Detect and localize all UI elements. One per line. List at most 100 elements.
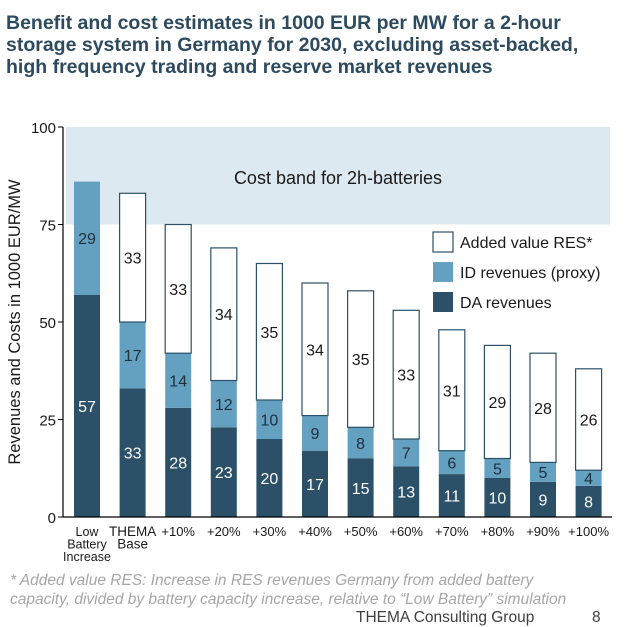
- data-label: 26: [580, 413, 598, 430]
- data-label: 10: [261, 413, 279, 430]
- data-label: 20: [261, 471, 279, 488]
- bar-group: 17 9 34: [301, 282, 329, 517]
- x-tick-label: +80%: [481, 524, 515, 539]
- data-label: 31: [443, 383, 461, 400]
- bar-segment-added-value-res: [210, 247, 238, 382]
- page-number: 8: [592, 609, 601, 626]
- legend-item: DA revenues: [433, 292, 552, 312]
- bar-segment-id-revenues-proxy: [575, 470, 602, 486]
- legend-swatch: [432, 231, 454, 253]
- title-line-1: Benefit and cost estimates in 1000 EUR p…: [6, 12, 561, 34]
- data-label: 5: [539, 465, 548, 482]
- y-tick-label: 75: [39, 218, 56, 235]
- bar-segment-added-value-res: [164, 223, 192, 354]
- bar-group: 8 4 26: [574, 368, 603, 517]
- title-line-3: high frequency trading and reserve marke…: [6, 56, 493, 78]
- bar-segment-added-value-res: [574, 368, 603, 471]
- footer-organization: THEMA Consulting Group: [356, 609, 535, 626]
- bar-segment-da-revenues: [210, 427, 237, 517]
- y-tick-label: 25: [39, 413, 56, 430]
- data-label: 34: [306, 342, 324, 359]
- bar-segment-added-value-res: [347, 290, 375, 428]
- data-label: 29: [78, 231, 96, 248]
- y-tick-label: 100: [31, 120, 56, 137]
- x-tick-label: THEMA Base: [109, 524, 156, 552]
- data-label: 33: [169, 282, 187, 299]
- bar-segment-da-revenues: [256, 439, 283, 517]
- bar-segment-added-value-res: [392, 309, 420, 440]
- data-label: 4: [584, 471, 593, 488]
- bar-segment-da-revenues: [484, 478, 511, 517]
- bar-segment-da-revenues: [575, 485, 602, 517]
- data-label: 33: [397, 368, 415, 385]
- chart-title: Benefit and cost estimates in 1000 EUR p…: [6, 12, 636, 78]
- footnote: * Added value RES: Increase in RES reven…: [10, 571, 566, 609]
- bar-segment-added-value-res: [255, 262, 283, 401]
- bar-segment-da-revenues: [530, 481, 556, 517]
- bar-segment-da-revenues: [302, 450, 328, 517]
- footnote-line-2: capacity, divided by battery capacity in…: [10, 591, 567, 608]
- bar-segment-da-revenues: [119, 388, 146, 517]
- data-label: 12: [215, 397, 233, 414]
- data-label: 17: [306, 477, 324, 494]
- bar-segment-id-revenues-proxy: [438, 450, 465, 475]
- data-label: 14: [169, 374, 187, 391]
- data-label: 28: [169, 455, 187, 472]
- data-label: 34: [215, 307, 233, 324]
- bar-segment-id-revenues-proxy: [119, 322, 146, 389]
- bar-segment-da-revenues: [393, 466, 420, 517]
- data-label: 17: [124, 348, 142, 365]
- data-label: 15: [352, 481, 370, 498]
- bar-segment-added-value-res: [529, 352, 557, 464]
- bar-segment-id-revenues-proxy: [210, 380, 237, 428]
- bar-group: 10 5 29: [483, 344, 511, 517]
- data-label: 35: [352, 352, 370, 369]
- bar-segment-id-revenues-proxy: [347, 427, 374, 459]
- bars-layer: 5729331733281433231234201035179341583513…: [74, 181, 603, 517]
- x-tick-label: Low Battery Increase: [63, 525, 111, 564]
- x-tick-label: +30%: [253, 524, 287, 539]
- bar-group: 13 7 33: [392, 309, 420, 517]
- data-label: 29: [489, 395, 507, 412]
- y-tick-label: 50: [39, 315, 56, 332]
- bar-group: 15 8 35: [347, 290, 375, 517]
- bar-segment-id-revenues-proxy: [74, 181, 100, 295]
- x-tick-label: +100%: [568, 524, 609, 539]
- bar-group: 9 5 28: [529, 352, 557, 517]
- bar-segment-id-revenues-proxy: [484, 458, 511, 478]
- x-tick-label: +10%: [161, 524, 195, 539]
- x-tick-label: +60%: [389, 524, 423, 539]
- bar-segment-added-value-res: [301, 282, 329, 417]
- data-label: 9: [539, 492, 548, 509]
- legend-swatch: [433, 292, 453, 312]
- x-tick-label: +70%: [435, 524, 469, 539]
- bar-group: 28 14 33: [164, 223, 192, 517]
- cost-band: [66, 127, 610, 225]
- legend-item: ID revenues (proxy): [433, 262, 601, 282]
- legend-item: Added value RES*: [432, 231, 593, 253]
- stacked-bar-chart: Cost band for 2h-batteries 5729331733281…: [6, 120, 612, 564]
- legend-label: DA revenues: [460, 295, 552, 312]
- legend-label: ID revenues (proxy): [460, 265, 601, 282]
- data-label: 57: [78, 399, 96, 416]
- data-label: 8: [584, 494, 593, 511]
- data-label: 6: [447, 455, 456, 472]
- bar-group: 23 12 34: [210, 247, 238, 517]
- bar-group: 57 29: [74, 181, 100, 517]
- bar-segment-id-revenues-proxy: [256, 400, 283, 439]
- bar-segment-id-revenues-proxy: [393, 439, 420, 467]
- legend-label: Added value RES*: [460, 235, 593, 252]
- data-label: 7: [402, 446, 411, 463]
- title-line-2: storage system in Germany for 2030, excl…: [6, 34, 579, 56]
- data-label: 23: [215, 465, 233, 482]
- y-tick-label: 0: [48, 510, 56, 527]
- bar-segment-id-revenues-proxy: [530, 462, 556, 482]
- data-label: 11: [443, 489, 460, 506]
- bar-group: 20 10 35: [255, 262, 283, 517]
- bar-segment-da-revenues: [74, 294, 100, 517]
- data-label: 35: [261, 325, 279, 342]
- x-tick-label: +90%: [526, 524, 560, 539]
- data-label: 10: [489, 491, 507, 508]
- data-label: 8: [356, 436, 365, 453]
